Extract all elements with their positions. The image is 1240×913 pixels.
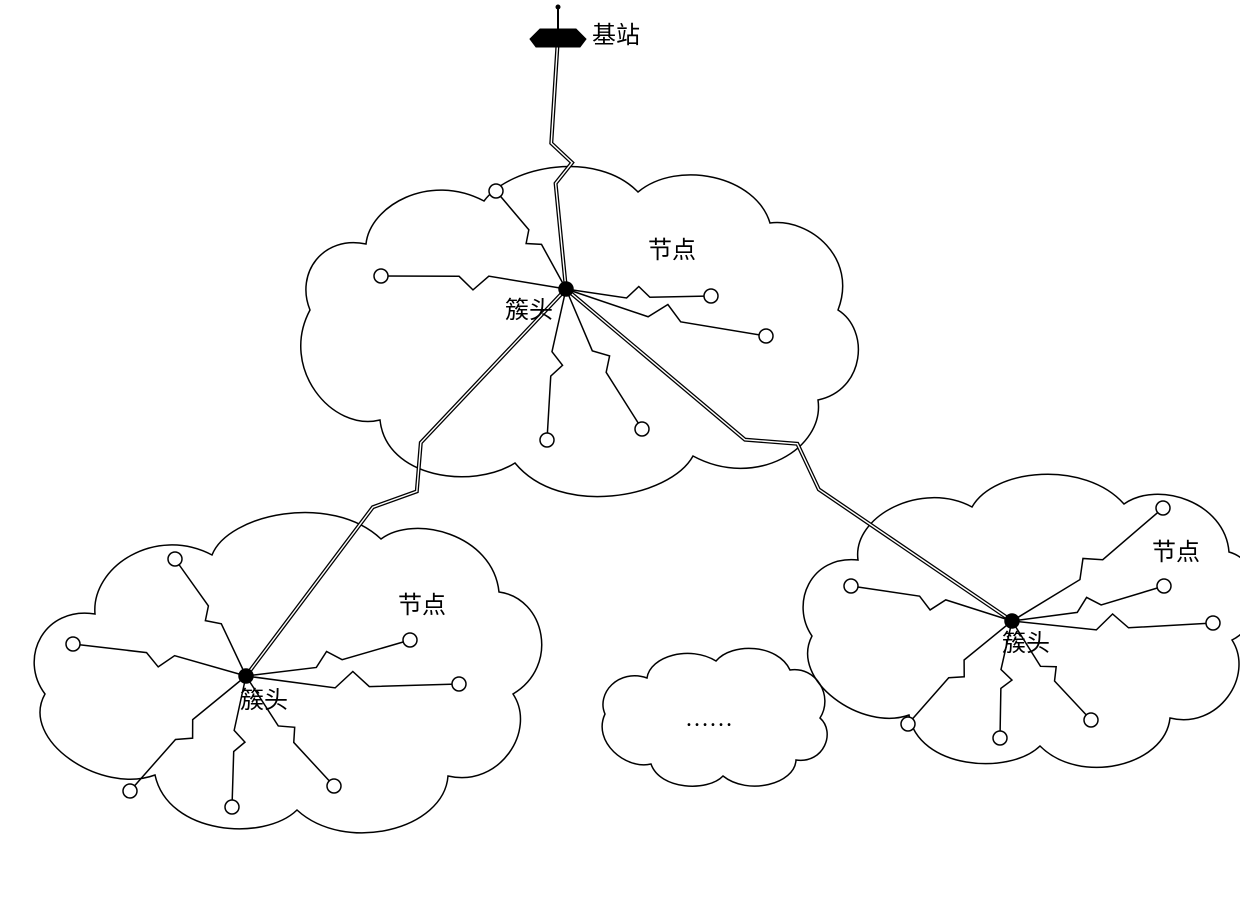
- member-node: [759, 329, 773, 343]
- member-node: [901, 717, 915, 731]
- cluster-head-label: 簇头: [1002, 630, 1050, 657]
- cluster-head: [1005, 614, 1019, 628]
- member-node: [704, 289, 718, 303]
- node-edge: [246, 671, 459, 687]
- member-node: [403, 633, 417, 647]
- node-label: 节点: [648, 237, 696, 264]
- member-node: [489, 184, 503, 198]
- member-node: [844, 579, 858, 593]
- member-node: [1206, 616, 1220, 630]
- cluster-head-label: 簇头: [505, 297, 553, 324]
- member-node: [1084, 713, 1098, 727]
- ellipsis-label: ……: [685, 706, 733, 732]
- member-node: [540, 433, 554, 447]
- cluster-head: [239, 669, 253, 683]
- node-edge: [381, 276, 566, 290]
- cluster-head: [559, 282, 573, 296]
- node-edge: [496, 191, 566, 289]
- base-station-label: 基站: [592, 22, 640, 49]
- base-station-icon: [530, 5, 586, 48]
- node-edge: [908, 621, 1012, 724]
- node-edge: [130, 676, 246, 791]
- node-edge: [73, 644, 246, 676]
- member-node: [168, 552, 182, 566]
- member-node: [66, 637, 80, 651]
- cluster-head-label: 簇头: [240, 687, 288, 714]
- member-node: [327, 779, 341, 793]
- cluster-cloud: [34, 513, 542, 833]
- member-node: [225, 800, 239, 814]
- cluster-cloud: [301, 167, 859, 497]
- member-node: [1156, 501, 1170, 515]
- cluster-cloud: [803, 474, 1240, 767]
- node-edge: [566, 289, 642, 429]
- member-node: [635, 422, 649, 436]
- clouds-layer: [34, 167, 1240, 833]
- member-node: [993, 731, 1007, 745]
- node-label: 节点: [398, 592, 446, 619]
- node-edge: [1012, 586, 1164, 621]
- node-edge: [1012, 508, 1163, 621]
- backbone-layer: [246, 37, 1012, 676]
- member-node: [452, 677, 466, 691]
- member-node: [123, 784, 137, 798]
- member-node: [1157, 579, 1171, 593]
- member-node: [374, 269, 388, 283]
- node-label: 节点: [1152, 539, 1200, 566]
- edges-layer: [73, 191, 1213, 807]
